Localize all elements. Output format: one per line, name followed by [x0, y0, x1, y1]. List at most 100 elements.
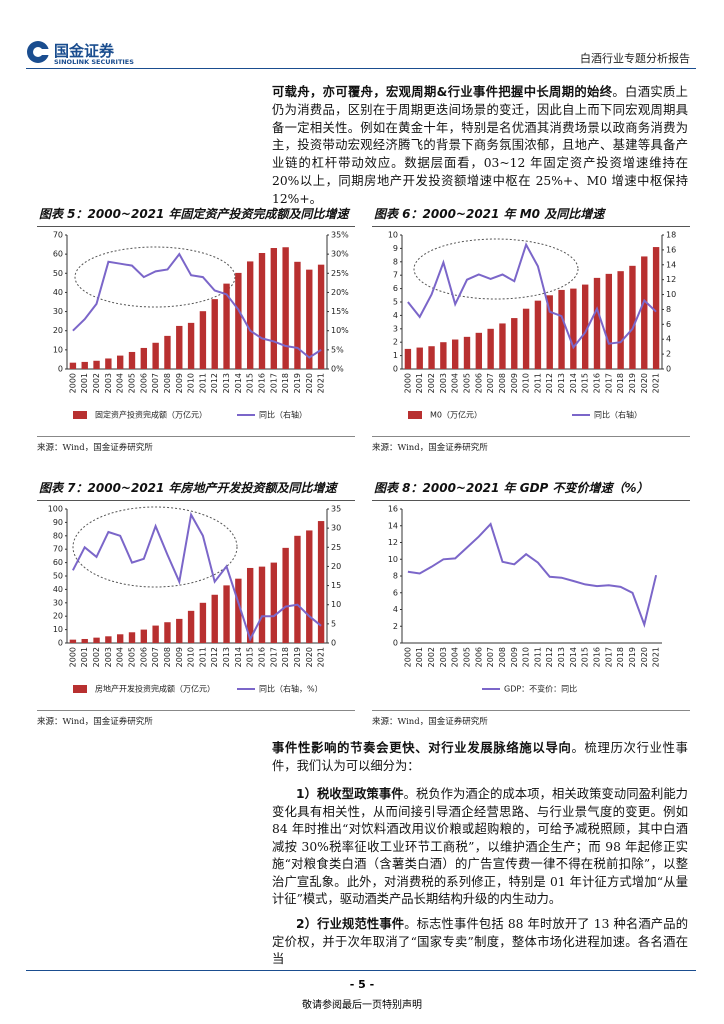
x-tick-label: 2007 — [151, 647, 160, 667]
x-tick-label: 2006 — [139, 647, 148, 667]
y2-tick-label: 0% — [331, 365, 344, 374]
logo-cn: 国金证券 — [54, 42, 115, 60]
x-tick-label: 2019 — [628, 647, 637, 667]
legend-swatch — [408, 411, 422, 419]
x-tick-label: 2010 — [187, 373, 196, 393]
bar — [282, 247, 289, 369]
paragraph-lead: 可载舟，亦可覆舟，宏观周期&行业事件把握中长周期的始终 — [272, 85, 613, 99]
bar — [116, 634, 124, 643]
y-tick-label: 70 — [53, 231, 63, 240]
bar — [199, 311, 207, 369]
y-tick-label: 10 — [388, 555, 398, 564]
footer-disclaimer: 敬请参阅最后一页特别声明 — [302, 1000, 422, 1011]
bar — [152, 342, 159, 369]
y-tick-label: 4 — [393, 605, 398, 614]
bar — [187, 322, 195, 369]
y-tick-label: 0 — [393, 639, 398, 648]
bar — [223, 585, 230, 643]
y-tick-label: 30 — [53, 307, 63, 316]
logo-en: SINOLINK SECURITIES — [54, 58, 134, 66]
y2-tick-label: 8 — [666, 305, 671, 314]
bar — [475, 332, 483, 369]
y-tick-label: 5 — [393, 298, 398, 307]
x-tick-label: 2000 — [68, 647, 77, 667]
y2-tick-label: 10 — [331, 600, 341, 609]
x-tick-label: 2003 — [104, 373, 113, 393]
y2-tick-label: 0 — [666, 365, 671, 374]
bar — [294, 535, 301, 643]
y2-tick-label: 14 — [666, 260, 676, 269]
bar — [641, 256, 648, 369]
bar — [187, 610, 195, 643]
bar — [105, 636, 112, 643]
line-series — [407, 522, 658, 629]
legend-label: GDP：不变价：同比 — [504, 684, 577, 694]
x-tick-label: 2009 — [175, 373, 184, 393]
x-tick-label: 2004 — [116, 373, 125, 393]
paragraph-text: 。白酒实质上仍为消费品，区别在于周期更迭间场景的变迁，因此自上而下同宏观周期具备… — [272, 85, 688, 206]
x-tick-label: 2005 — [128, 647, 137, 667]
paragraph: 事件性影响的节奏会更快、对行业发展脉络施以导向。梳理历次行业性事件，我们认为可以… — [272, 740, 688, 775]
legend-label: 房地产开发投资完成额（万亿元） — [95, 684, 215, 694]
line-series — [72, 252, 322, 359]
x-tick-label: 2013 — [222, 647, 231, 667]
x-tick-label: 2001 — [415, 647, 424, 667]
bar — [270, 248, 278, 369]
y-tick-label: 10 — [53, 625, 63, 634]
x-tick-label: 2014 — [234, 373, 243, 393]
y-tick-label: 10 — [388, 231, 398, 240]
bar — [605, 273, 613, 369]
chart-block: 图表 5：2000~2021 年固定资产投资完成额及同比增速 0 10 20 30 40… — [37, 203, 355, 453]
x-tick-label: 2005 — [128, 373, 137, 393]
x-tick-label: 2019 — [628, 373, 637, 393]
y2-tick-label: 30% — [331, 250, 349, 259]
legend-swatch — [73, 411, 87, 419]
x-tick-label: 2003 — [439, 647, 448, 667]
y-tick-label: 20 — [53, 612, 63, 621]
y2-tick-label: 10% — [331, 326, 349, 335]
y-tick-label: 0 — [58, 365, 63, 374]
y-tick-label: 3 — [393, 324, 398, 333]
bar — [487, 328, 494, 369]
y2-tick-label: 5% — [331, 345, 344, 354]
x-tick-label: 2010 — [522, 373, 531, 393]
bar — [81, 361, 88, 369]
x-tick-label: 2020 — [305, 373, 314, 393]
x-tick-label: 2012 — [545, 647, 554, 667]
x-tick-label: 2021 — [652, 647, 661, 667]
bar — [128, 351, 136, 369]
x-tick-label: 2017 — [604, 647, 613, 667]
y2-tick-label: 20% — [331, 288, 349, 297]
y-tick-label: 50 — [53, 572, 63, 581]
bar — [164, 335, 171, 369]
y-tick-label: 2 — [393, 622, 398, 631]
x-tick-label: 2014 — [569, 373, 578, 393]
bar — [317, 521, 325, 643]
y-tick-label: 0 — [393, 365, 398, 374]
x-tick-label: 2008 — [163, 647, 172, 667]
chart-source: 来源：Wind，国金证券研究所 — [37, 436, 355, 453]
chart: 0 10 20 30 40 50 60 70 80 90 100 0 5 10 15 20 25 30 35 2000… — [48, 505, 341, 694]
x-tick-label: 2020 — [640, 647, 649, 667]
bar — [499, 323, 506, 369]
bar — [152, 625, 159, 643]
bar — [211, 594, 218, 643]
header-rule — [26, 68, 696, 69]
chart: 0 10 20 30 40 50 60 70 0% 5% 10% 15% 20% 25% 30% 35% 200… — [53, 231, 349, 420]
bar — [176, 618, 183, 643]
x-tick-label: 2012 — [210, 647, 219, 667]
y2-tick-label: 15% — [331, 307, 349, 316]
x-tick-label: 2007 — [486, 647, 495, 667]
paragraph-lead: 事件性影响的节奏会更快、对行业发展脉络施以导向 — [272, 741, 572, 755]
y2-tick-label: 35 — [331, 505, 341, 514]
chart-source: 来源：Wind，国金证券研究所 — [372, 710, 690, 727]
x-tick-label: 2014 — [234, 647, 243, 667]
x-tick-label: 2001 — [80, 647, 89, 667]
x-tick-label: 2016 — [593, 373, 602, 393]
y-tick-label: 12 — [388, 538, 398, 547]
bar — [282, 547, 289, 643]
chart-block: 图表 6：2000~2021 年 M0 及同比增速 0 1 2 3 4 5 6 7 8 9 10 0 2… — [372, 203, 690, 453]
report-title: 白酒行业专题分析报告 — [580, 52, 690, 65]
bar — [570, 288, 577, 369]
x-tick-label: 2014 — [569, 647, 578, 667]
